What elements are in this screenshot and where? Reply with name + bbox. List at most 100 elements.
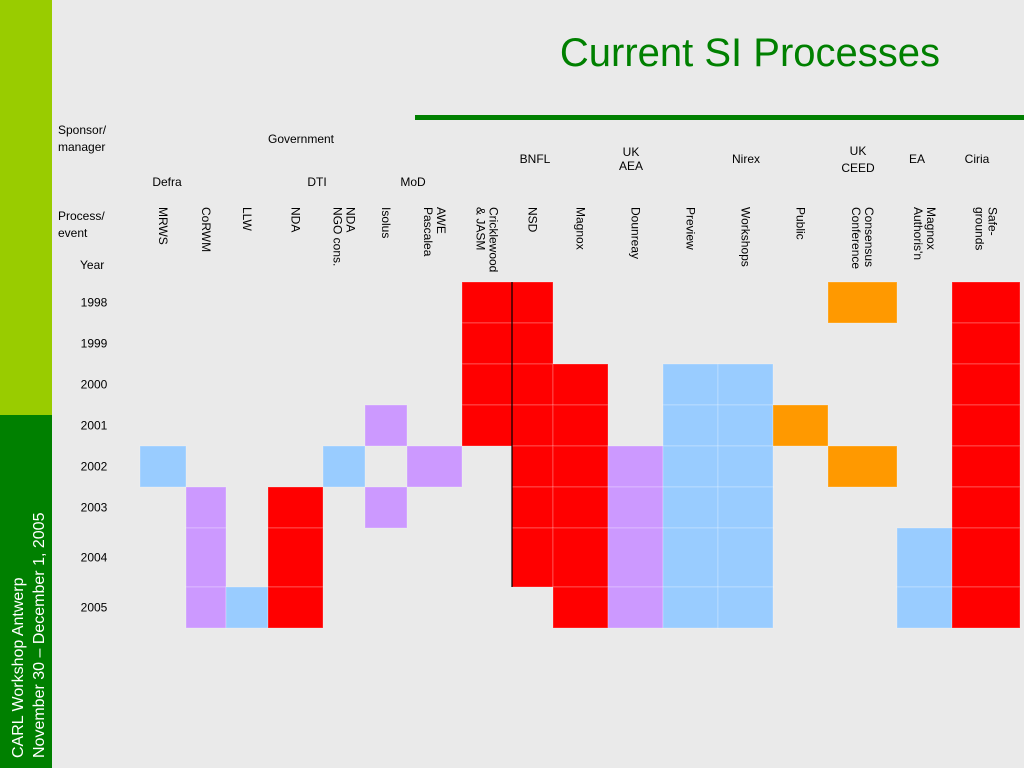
cell	[511, 486, 554, 529]
cell	[511, 363, 554, 406]
row-label: Sponsor/	[58, 123, 107, 137]
year-label: 1999	[81, 337, 108, 351]
year-label: 2004	[81, 551, 108, 565]
cell	[827, 445, 898, 488]
cell	[461, 281, 513, 324]
cell	[662, 404, 719, 447]
year-label: 2000	[81, 378, 108, 392]
cell	[662, 486, 719, 529]
cell	[552, 363, 609, 406]
sponsor: Defra	[152, 175, 182, 189]
column-label: Magnox	[924, 207, 938, 250]
column-label: MRWS	[156, 207, 170, 245]
column-label: Public	[794, 207, 808, 240]
cell	[322, 445, 366, 488]
cell	[607, 445, 664, 488]
cell	[827, 281, 898, 324]
cell	[552, 527, 609, 588]
column-label: LLW	[240, 207, 254, 231]
cell	[552, 445, 609, 488]
cell	[951, 322, 1021, 365]
cell	[511, 445, 554, 488]
cell	[717, 363, 774, 406]
cell	[662, 363, 719, 406]
cell	[406, 445, 463, 488]
column-label: Cricklewood	[487, 207, 501, 272]
column-label: NDA	[344, 207, 358, 232]
title-rule	[415, 115, 1024, 120]
cell	[511, 527, 554, 588]
row-label: event	[58, 226, 88, 240]
column-label: CoRWM	[199, 207, 213, 252]
column-label: Preview	[684, 207, 698, 250]
cell	[717, 486, 774, 529]
cell	[461, 363, 513, 406]
cell	[267, 586, 324, 629]
cell	[225, 586, 269, 629]
cell	[267, 527, 324, 588]
sponsor: UK	[623, 145, 640, 159]
cell	[951, 445, 1021, 488]
cell	[364, 404, 408, 447]
sidebar-text: CARL Workshop Antwerp	[10, 577, 27, 758]
column-label: Authoris'n	[911, 207, 925, 260]
column-label: Dounreay	[629, 207, 643, 259]
column-label: NDA	[289, 207, 303, 232]
cell	[267, 486, 324, 529]
sponsor: Nirex	[732, 152, 760, 166]
cell	[552, 486, 609, 529]
sponsor: BNFL	[520, 152, 551, 166]
cell	[951, 281, 1021, 324]
row-label: Process/	[58, 209, 105, 223]
cell	[717, 527, 774, 588]
cell	[552, 586, 609, 629]
column-label: Isolus	[379, 207, 393, 238]
column-label: NSD	[526, 207, 540, 233]
column-label: Workshops	[739, 207, 753, 267]
year-label: 2003	[81, 501, 108, 515]
sidebar-top	[0, 0, 52, 415]
cell	[662, 445, 719, 488]
cell	[552, 404, 609, 447]
cell	[511, 281, 554, 324]
row-label: Year	[80, 258, 104, 272]
cell	[185, 527, 227, 588]
year-label: 2002	[81, 460, 108, 474]
cell	[951, 404, 1021, 447]
column-label: Conference	[849, 207, 863, 269]
sponsor: Government	[268, 132, 335, 146]
column-label: Consensus	[862, 207, 876, 267]
sponsor: DTI	[307, 175, 326, 189]
cell	[896, 586, 953, 629]
cell	[461, 322, 513, 365]
row-label: manager	[58, 140, 105, 154]
cell	[951, 486, 1021, 529]
cell	[607, 486, 664, 529]
sponsor: EA	[909, 152, 925, 166]
cell	[662, 527, 719, 588]
sponsor: UK	[850, 144, 867, 158]
column-label: & JASM	[474, 207, 488, 250]
title: Current SI Processes	[560, 31, 940, 75]
sponsor: Ciria	[965, 152, 990, 166]
column-label: Safe-	[986, 207, 1000, 236]
cell	[139, 445, 187, 488]
year-label: 2005	[81, 601, 108, 615]
cell	[717, 404, 774, 447]
column-label: NGO cons.	[331, 207, 345, 266]
cell	[185, 486, 227, 529]
cell	[717, 445, 774, 488]
cell	[461, 404, 513, 447]
cell	[772, 404, 829, 447]
cell	[896, 527, 953, 588]
year-label: 2001	[81, 419, 108, 433]
cell	[951, 363, 1021, 406]
column-label: AWE	[434, 207, 448, 234]
sidebar-text: November 30 – December 1, 2005	[31, 512, 48, 758]
sponsor: CEED	[841, 161, 875, 175]
column-label: Magnox	[574, 207, 588, 250]
sidebar-bottom	[0, 415, 52, 768]
